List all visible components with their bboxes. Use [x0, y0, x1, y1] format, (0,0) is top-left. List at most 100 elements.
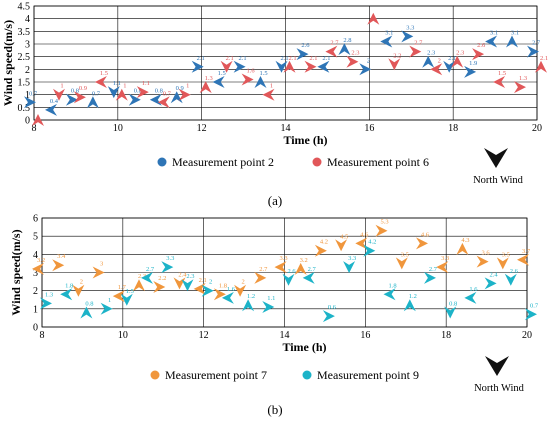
wind-arrow-measurement-point-6: [136, 86, 149, 99]
wind-arrow-measurement-point-6: [472, 48, 485, 61]
wind-arrow-measurement-point-2: [485, 35, 498, 48]
wind-arrow-measurement-point-7: [496, 257, 509, 270]
data-label-measurement-point-6: 2.1: [226, 55, 234, 62]
wind-arrow-measurement-point-2: [128, 93, 141, 106]
legend-label-measurement-point-6: Measurement point 6: [327, 155, 429, 169]
data-label-measurement-point-2: 2.1: [448, 55, 456, 62]
wind-arrow-measurement-point-9: [282, 273, 295, 286]
wind-arrow-measurement-point-2: [317, 60, 330, 73]
data-label-measurement-point-2: 2.7: [532, 40, 541, 47]
data-label-measurement-point-2: 0.8: [134, 88, 142, 95]
wind-arrow-measurement-point-6: [178, 88, 191, 101]
data-label-measurement-point-2: 2.1: [197, 55, 205, 62]
wind-arrow-measurement-point-2: [191, 60, 204, 73]
wind-arrow-measurement-point-7: [456, 242, 469, 255]
wind-arrow-measurement-point-9: [80, 306, 93, 319]
chart-a-marks: 0.70.40.8 0.71.10.8 0.8 0.92.11.52.11.52.12…: [24, 12, 548, 126]
data-label-measurement-point-2: 2.1: [322, 55, 330, 62]
data-label-measurement-point-9: 2.7: [146, 266, 155, 273]
wind-arrow-measurement-point-2: [422, 55, 435, 68]
x-tick-label: 10: [113, 123, 123, 134]
wind-arrow-measurement-point-6: [115, 88, 128, 101]
data-label-measurement-point-6: 0.7: [163, 90, 172, 97]
data-label-measurement-point-6: 0.9: [79, 85, 87, 92]
wind-arrow-measurement-point-6: [388, 58, 401, 71]
data-label-measurement-point-2: 2.6: [301, 42, 310, 49]
wind-arrow-measurement-point-9: [100, 302, 113, 315]
data-label-measurement-point-6: 1.6: [247, 67, 256, 74]
data-label-measurement-point-6: 1: [270, 83, 273, 90]
data-label-measurement-point-9: 4.2: [368, 239, 376, 246]
wind-arrow-measurement-point-9: [525, 308, 537, 321]
wind-arrow-measurement-point-9: [504, 273, 517, 286]
data-label-measurement-point-9: 2.7: [429, 266, 438, 273]
data-label-measurement-point-7: 3.2: [37, 257, 45, 264]
y-tick-label: 3: [25, 40, 30, 51]
data-label-measurement-point-9: 1.8: [65, 282, 73, 289]
y-tick-label: 3.5: [18, 27, 31, 38]
wind-arrow-measurement-point-6: [73, 91, 86, 104]
wind-arrow-measurement-point-9: [484, 277, 497, 290]
y-tick-label: 1: [33, 304, 38, 315]
wind-arrow-measurement-point-2: [86, 96, 99, 109]
wind-arrow-measurement-point-9: [161, 261, 174, 274]
y-tick-label: 2: [25, 65, 30, 76]
wind-arrow-measurement-point-2: [24, 96, 36, 109]
wind-arrow-measurement-point-7: [72, 284, 85, 297]
wind-arrow-measurement-point-7: [517, 253, 529, 266]
wind-arrow-measurement-point-2: [380, 35, 393, 48]
north-wind-indicator-b: North Wind: [474, 356, 525, 394]
chart-a-tick-labels: 00.511.522.533.544.58 10 12 14 16 18 20: [18, 2, 543, 135]
data-label-measurement-point-6: 1: [60, 83, 63, 90]
data-label-measurement-point-6: 1.3: [519, 75, 527, 82]
chart-a-x-axis-label: Time (h): [283, 133, 327, 147]
data-label-measurement-point-7: 2.2: [158, 275, 166, 282]
data-label-measurement-point-9: 2.7: [308, 266, 317, 273]
legend-label-measurement-point-9: Measurement point 9: [317, 368, 419, 382]
wind-arrow-measurement-point-7: [254, 271, 267, 284]
data-label-measurement-point-9: 1.6: [469, 286, 478, 293]
wind-arrow-measurement-point-6: [346, 55, 359, 68]
data-label-measurement-point-9: 2.6: [287, 268, 296, 275]
y-tick-label: 4: [33, 250, 38, 261]
y-tick-label: 0: [25, 116, 30, 127]
wind-arrow-measurement-point-6: [304, 60, 317, 73]
data-label-measurement-point-7: 3.3: [279, 255, 287, 262]
wind-arrow-measurement-point-7: [112, 290, 125, 303]
data-label-measurement-point-9: 1.6: [227, 286, 236, 293]
data-label-measurement-point-7: 3.4: [57, 253, 66, 260]
data-label-measurement-point-7: 4.2: [320, 239, 328, 246]
wind-arrow-measurement-point-2: [359, 63, 372, 76]
wind-arrow-measurement-point-2: [65, 93, 78, 106]
wind-arrow-measurement-point-7: [213, 288, 226, 301]
data-label-measurement-point-9: 2: [209, 279, 212, 286]
data-label-measurement-point-9: 0.7: [530, 302, 539, 309]
y-tick-label: 4.5: [18, 2, 31, 13]
wind-arrow-measurement-point-9: [221, 291, 234, 304]
wind-arrow-measurement-point-2: [275, 60, 288, 73]
data-label-measurement-point-2: 0.8: [71, 88, 79, 95]
wind-arrow-measurement-point-2: [45, 103, 57, 116]
data-label-measurement-point-2: 2.1: [280, 55, 288, 62]
chart-a-y-axis-label: Wind speed(m/s): [1, 20, 15, 106]
x-tick-label: 12: [199, 330, 209, 341]
wind-arrow-measurement-point-7: [335, 239, 348, 252]
wind-arrow-measurement-point-7: [436, 261, 449, 274]
x-tick-label: 18: [441, 330, 451, 341]
data-label-measurement-point-6: 1: [123, 83, 126, 90]
data-label-measurement-point-6: 2.7: [414, 40, 423, 47]
wind-arrow-measurement-point-2: [401, 30, 414, 43]
data-label-measurement-point-2: 2.1: [239, 55, 247, 62]
data-label-measurement-point-6: 2.6: [477, 42, 486, 49]
data-label-measurement-point-9: 1: [108, 297, 111, 304]
data-label-measurement-point-7: 3: [100, 261, 103, 268]
x-tick-label: 14: [280, 330, 290, 341]
wind-arrow-measurement-point-9: [403, 299, 416, 312]
caption-a: (a): [268, 193, 282, 208]
data-label-measurement-point-9: 2.6: [510, 268, 519, 275]
data-label-measurement-point-7: 3.5: [401, 251, 409, 258]
wind-arrow-measurement-point-2: [506, 35, 518, 48]
wind-arrow-measurement-point-6: [241, 73, 254, 86]
